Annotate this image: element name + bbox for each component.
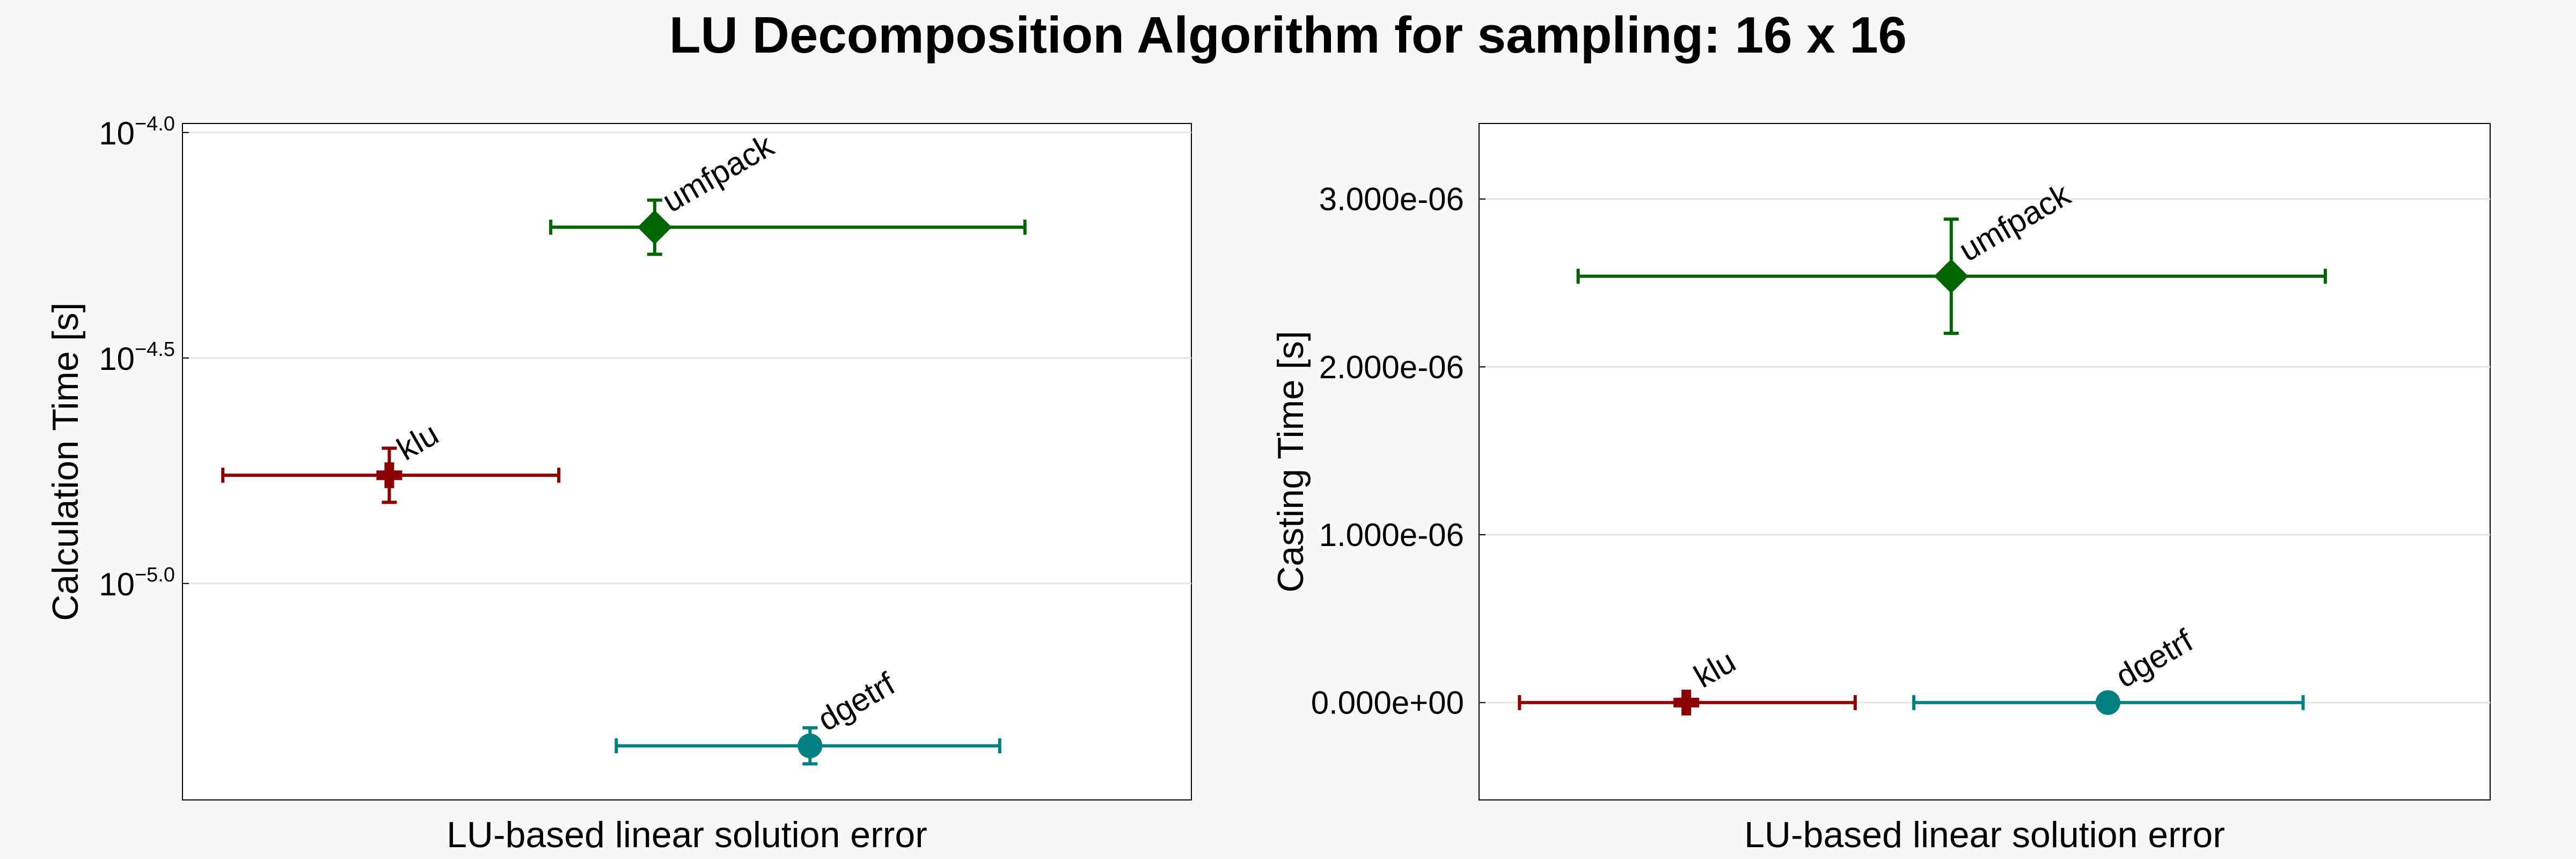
y-axis-title: Casting Time [s] (1270, 331, 1311, 593)
casting-time-panel: 0.000e+00 1.000e-06 2.000e-06 3.000e-06 Cast… (1270, 123, 2491, 855)
y-tick-label-exponent: −4.5 (135, 338, 175, 361)
y-tick-label: 3.000e-06 (1319, 181, 1464, 217)
y-tick-label: 10−4.5 (99, 338, 175, 377)
data-point-circle (2095, 690, 2120, 715)
y-tick-label: 10−4.0 (99, 113, 175, 151)
plot-area (182, 123, 1192, 800)
data-point-diamond (637, 210, 672, 245)
data-point-circle (797, 733, 823, 759)
y-tick-label-base: 10 (99, 115, 135, 151)
data-point-cross (376, 462, 402, 489)
x-axis-title: LU-based linear solution error (447, 814, 927, 855)
plot-area (1479, 123, 2491, 800)
y-axis-title: Calculation Time [s] (45, 302, 86, 621)
y-tick-label-base: 10 (99, 566, 135, 602)
y-tick-label-exponent: −4.0 (135, 113, 175, 135)
data-point-cross (1673, 689, 1700, 716)
y-tick-label-exponent: −5.0 (135, 564, 175, 586)
y-tick-label: 2.000e-06 (1319, 349, 1464, 385)
data-point-diamond (1934, 259, 1968, 294)
y-tick-label-base: 10 (99, 341, 135, 377)
figure-title: LU Decomposition Algorithm for sampling:… (669, 6, 1907, 64)
x-axis-title: LU-based linear solution error (1744, 814, 2225, 855)
y-tick-label: 0.000e+00 (1311, 685, 1464, 721)
y-tick-label: 1.000e-06 (1319, 517, 1464, 553)
y-tick-label: 10−5.0 (99, 564, 175, 602)
